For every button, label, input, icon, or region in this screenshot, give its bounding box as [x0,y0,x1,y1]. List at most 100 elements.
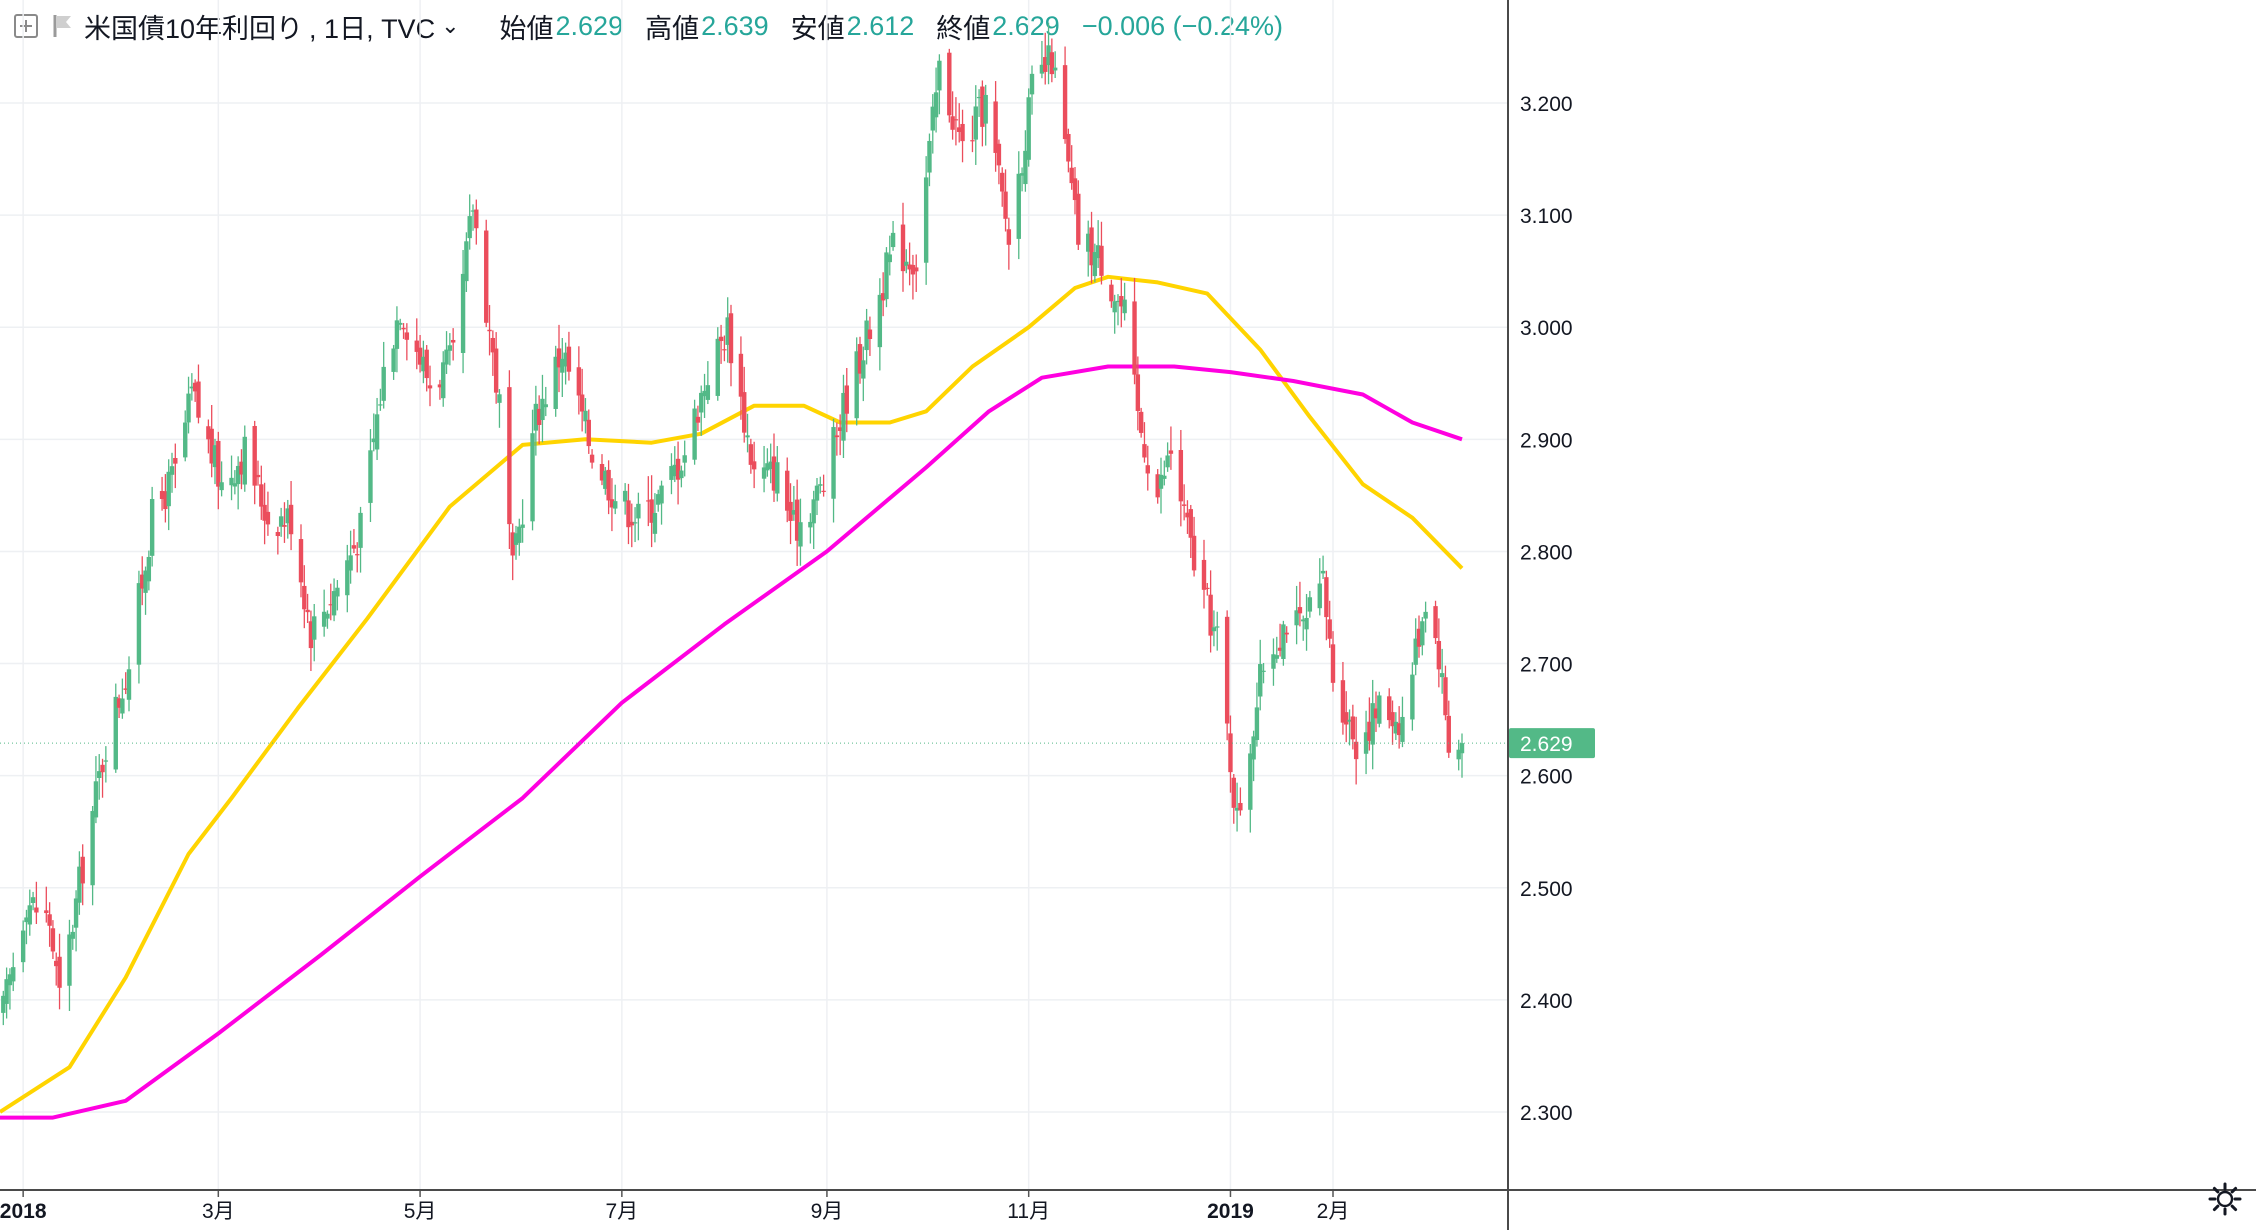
candle-body [312,616,317,640]
candle-body [1000,172,1005,192]
candle-body [381,366,386,401]
chart-legend: 米国債10年利回り , 1日, TVC ⌄ 始値 2.629 高値 2.639 … [14,6,1283,46]
flag-icon[interactable] [52,13,74,39]
candle-body [417,347,423,365]
candle-body [219,482,224,491]
candle-body [1208,594,1213,636]
candle-body [1069,167,1074,184]
candle-body [57,956,62,988]
candle-body [97,771,102,778]
candle-body [837,427,843,431]
candle-body [841,392,846,441]
candle-body [785,470,790,511]
candle-body [146,556,152,582]
candle-body [738,353,744,397]
candle-body [884,252,889,300]
candle-body [103,760,109,762]
candle-body [930,106,935,131]
candle-body [493,348,499,393]
candle-body [259,484,264,507]
candle-body [980,86,985,127]
candle-body [1211,627,1217,632]
gear-icon[interactable] [2208,1182,2242,1216]
candle-body [923,177,929,263]
candle-body [50,928,56,952]
candle-body [751,461,757,470]
candle-body [1142,444,1147,458]
candle-body [1317,583,1322,609]
candle-body [255,474,261,478]
candle-body [474,209,479,229]
y-tick-label: 3.100 [1520,205,1573,228]
candle-body [1344,712,1349,725]
candle-body [765,463,770,471]
candle-body [1072,178,1078,201]
candle-body [421,356,426,372]
candle-body [169,466,175,475]
candle-body [77,866,82,903]
candle-body [728,313,734,364]
x-tick-label: 2019 [1207,1200,1254,1223]
candle-body [1086,233,1091,252]
candle-body [947,52,952,116]
candle-body [622,490,628,502]
timeframe-source[interactable]: , 1日, TVC [309,13,436,44]
candle-body [378,404,383,406]
x-tick-label: 2018 [0,1200,47,1223]
chevron-down-icon[interactable]: ⌄ [441,13,460,38]
candle-body [652,512,658,534]
candle-body [1387,696,1392,721]
candle-body [1416,628,1422,647]
candle-body [996,143,1002,166]
candle-body [368,450,373,503]
candle-body [1138,411,1144,433]
candle-body [910,264,916,275]
candle-body [490,337,496,353]
candle-body [702,390,707,397]
y-tick-label: 2.900 [1520,429,1573,452]
candle-body [444,349,449,365]
candle-body [1281,624,1286,659]
candle-body [90,811,95,886]
candle-body [560,358,565,373]
candle-body [880,293,886,301]
candle-body [1373,708,1379,719]
candle-body [1393,721,1399,734]
candle-body [1271,654,1276,669]
candle-body [579,394,585,412]
candle-body [629,521,634,526]
plus-square-icon[interactable] [14,14,38,38]
candle-body [80,856,85,884]
change-value: −0.006 (−0.24%) [1081,10,1283,41]
candle-body [543,404,548,408]
candle-body [1347,719,1352,722]
candle-body [348,555,353,571]
candle-body [239,461,244,475]
candle-body [113,696,118,770]
candle-body [1367,721,1372,741]
candle-body [1039,64,1045,74]
candle-body [1439,673,1445,678]
candle-body [123,688,128,690]
candle-body [424,349,429,379]
candle-body [305,609,310,613]
candle-body [1410,674,1415,720]
candle-body [1459,743,1465,754]
symbol-name[interactable]: 米国債10年利回り [84,13,304,44]
candle-body [927,140,932,173]
candle-body [192,382,198,392]
y-tick-label: 2.800 [1520,541,1573,564]
last-price-badge [1509,728,1595,759]
candle-body [672,464,677,477]
candle-body [302,585,307,610]
candle-body [844,385,849,414]
candle-body [54,960,59,967]
candle-body [603,470,608,489]
candle-body [1165,455,1170,468]
candle-body [44,910,49,914]
candle-body [189,386,195,389]
candle-body [1231,777,1236,808]
candle-body [1006,229,1012,245]
